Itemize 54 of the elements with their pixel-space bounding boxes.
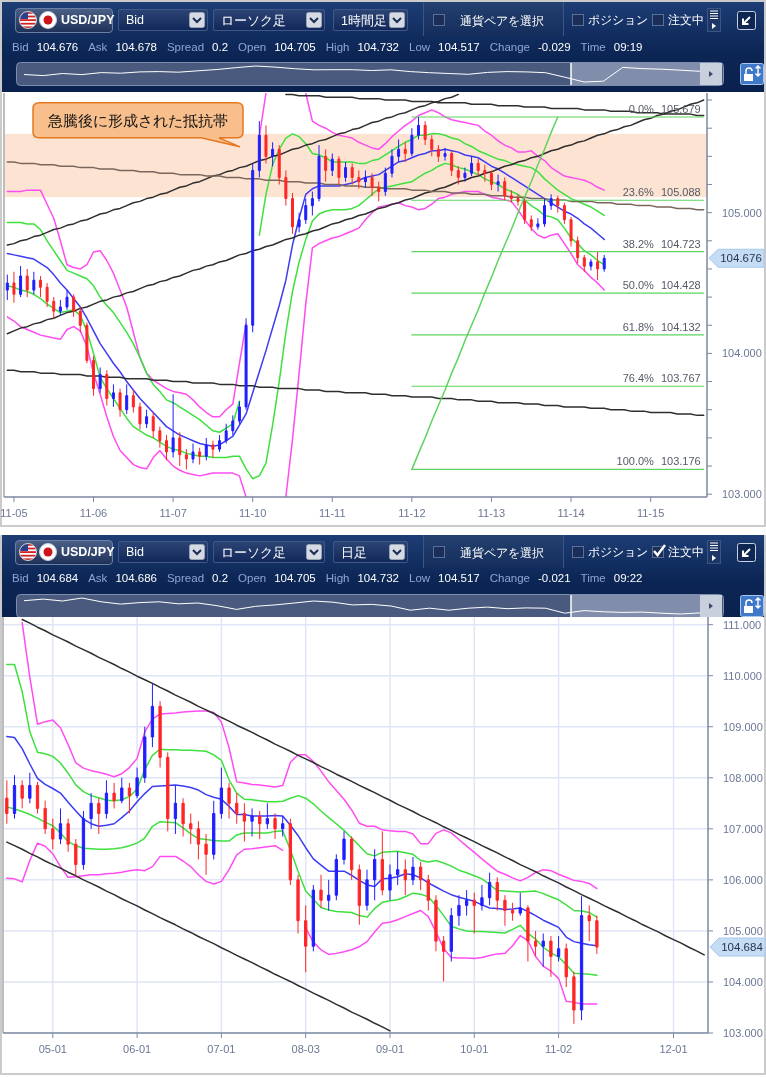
text: ポジション [588, 545, 648, 560]
text: Bid [126, 13, 145, 27]
series-label: 76.4% 103.767 [622, 372, 701, 385]
x-tick-label: 11-14 [557, 507, 585, 519]
text: ローソク足 [221, 13, 286, 30]
y-tick-label: 108.000 [723, 771, 763, 784]
text: USD/JPY [61, 545, 115, 559]
y-tick-label: 105.000 [723, 924, 763, 937]
text: Bid 104.676 Ask 104.678 Spread 0.2 Open 104.705 High 104.732 Low 104.517 Change -0.029 Time 09:19 [12, 41, 643, 53]
y-tick-label: 110.000 [723, 669, 762, 682]
x-tick-label: 05-01 [38, 1043, 67, 1055]
x-tick-label: 11-11 [319, 507, 346, 519]
x-tick-label: 10-01 [460, 1043, 489, 1055]
text: 104.684 [721, 941, 764, 954]
text: 1時間足 [341, 13, 387, 30]
x-tick-label: 07-01 [207, 1043, 236, 1055]
x-tick-label: 11-15 [636, 507, 665, 519]
text: 注文中 [668, 545, 704, 560]
y-tick-label: 107.000 [723, 822, 763, 835]
y-tick-label: 111.000 [723, 618, 762, 631]
x-tick-label: 11-10 [239, 507, 267, 519]
y-tick-label: 104.000 [723, 975, 763, 988]
text: Bid [126, 545, 145, 559]
y-tick-label: 103.000 [722, 488, 762, 501]
text: USD/JPY [61, 13, 115, 27]
x-tick-label: 11-05 [0, 507, 28, 519]
text: 通貨ペアを選択 [460, 13, 544, 30]
x-tick-label: 11-12 [398, 507, 426, 519]
x-tick-label: 11-13 [477, 507, 506, 519]
y-tick-label: 104.000 [722, 347, 762, 360]
text: Bid 104.684 Ask 104.686 Spread 0.2 Open 104.705 High 104.732 Low 104.517 Change -0.021 Time 09:22 [12, 572, 643, 584]
x-tick-label: 12-01 [659, 1043, 688, 1055]
text: ローソク足 [221, 545, 286, 562]
text: 日足 [341, 545, 367, 562]
x-tick-label: 11-02 [544, 1043, 573, 1055]
series-label: 61.8% 104.132 [622, 320, 701, 333]
text: 通貨ペアを選択 [460, 545, 544, 562]
x-tick-label: 11-06 [79, 507, 108, 519]
text: 注文中 [668, 13, 704, 28]
y-tick-label: 105.000 [722, 206, 762, 219]
x-tick-label: 08-03 [291, 1043, 320, 1055]
text: 104.676 [720, 252, 762, 265]
series-label: 23.6% 105.088 [622, 186, 701, 199]
series-label: 100.0% 103.176 [616, 455, 701, 468]
x-tick-label: 06-01 [123, 1043, 152, 1055]
band-label: 急騰後に形成された抵抗帯 [47, 112, 228, 129]
series-label: 50.0% 104.428 [622, 279, 701, 292]
text: ポジション [588, 13, 648, 28]
y-tick-label: 103.000 [723, 1027, 763, 1039]
series-label: 38.2% 104.723 [622, 237, 701, 250]
x-tick-label: 11-07 [159, 507, 187, 519]
y-tick-label: 109.000 [723, 720, 763, 733]
y-tick-label: 106.000 [723, 873, 763, 886]
x-tick-label: 09-01 [375, 1043, 405, 1055]
